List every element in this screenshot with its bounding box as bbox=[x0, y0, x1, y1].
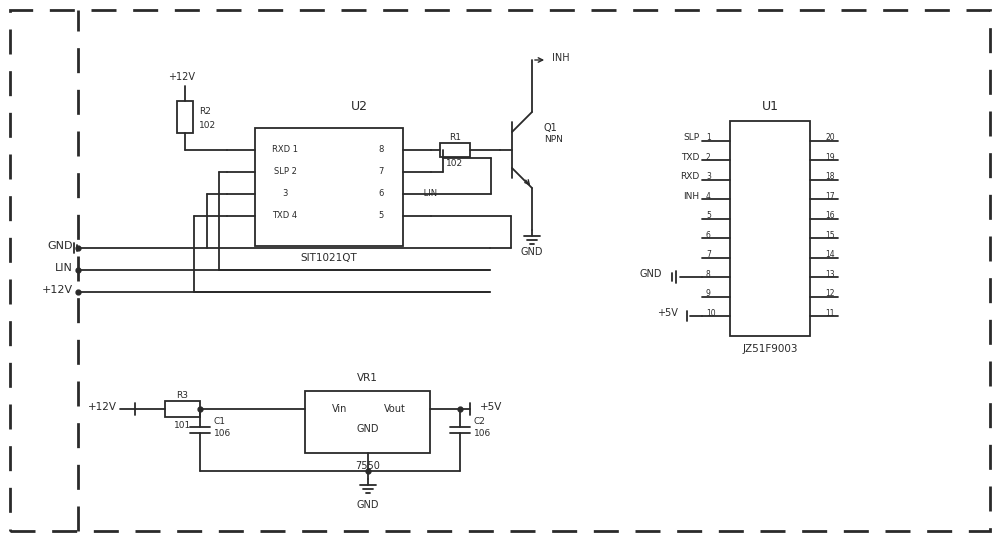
Text: 15: 15 bbox=[825, 231, 835, 240]
Text: SLP 2: SLP 2 bbox=[274, 167, 296, 175]
Text: LIN: LIN bbox=[55, 263, 73, 273]
Text: 3: 3 bbox=[706, 172, 711, 181]
Text: VR1: VR1 bbox=[357, 373, 378, 383]
Text: SIT1021QT: SIT1021QT bbox=[301, 253, 357, 263]
Text: +5V: +5V bbox=[657, 308, 678, 319]
Text: 8: 8 bbox=[378, 144, 384, 154]
Text: 7550: 7550 bbox=[355, 461, 380, 471]
Bar bbox=[440, 143, 470, 157]
Text: 7: 7 bbox=[706, 250, 711, 259]
Text: 6: 6 bbox=[706, 231, 711, 240]
Text: RXD 1: RXD 1 bbox=[272, 144, 298, 154]
Text: 102: 102 bbox=[446, 160, 464, 168]
Text: GND: GND bbox=[48, 241, 73, 251]
Text: 9: 9 bbox=[706, 289, 711, 299]
Text: SLP: SLP bbox=[683, 133, 699, 142]
Text: R1: R1 bbox=[449, 134, 461, 142]
Text: 102: 102 bbox=[199, 121, 216, 129]
Text: U1: U1 bbox=[762, 100, 778, 113]
Text: INH: INH bbox=[683, 192, 699, 201]
Text: 12: 12 bbox=[826, 289, 835, 299]
Text: C1: C1 bbox=[214, 417, 226, 426]
Text: INH: INH bbox=[552, 53, 570, 63]
Text: 5: 5 bbox=[378, 210, 384, 220]
Text: NPN: NPN bbox=[544, 135, 563, 144]
Text: LIN: LIN bbox=[421, 188, 437, 197]
Text: 11: 11 bbox=[826, 309, 835, 318]
Text: R3: R3 bbox=[176, 391, 188, 399]
Text: 6: 6 bbox=[378, 188, 384, 197]
Text: JZ51F9003: JZ51F9003 bbox=[742, 344, 798, 354]
Text: +12V: +12V bbox=[42, 285, 73, 295]
Text: 19: 19 bbox=[825, 153, 835, 162]
Text: 101: 101 bbox=[174, 420, 191, 430]
Text: 3: 3 bbox=[282, 188, 288, 197]
Text: +12V: +12V bbox=[168, 72, 196, 82]
Text: +5V: +5V bbox=[480, 402, 502, 412]
Text: U2: U2 bbox=[351, 100, 368, 113]
Text: R2: R2 bbox=[199, 107, 211, 115]
Text: Q1: Q1 bbox=[544, 123, 558, 133]
Text: TXD: TXD bbox=[681, 153, 699, 162]
Text: 16: 16 bbox=[825, 211, 835, 220]
Bar bbox=[305, 391, 430, 453]
Text: 7: 7 bbox=[378, 167, 384, 175]
Text: 1: 1 bbox=[706, 133, 711, 142]
Text: RXD: RXD bbox=[680, 172, 699, 181]
Text: GND: GND bbox=[356, 500, 379, 510]
Text: C2: C2 bbox=[474, 417, 486, 426]
Text: 8: 8 bbox=[706, 270, 711, 279]
Text: Vout: Vout bbox=[384, 404, 406, 414]
Text: +12V: +12V bbox=[88, 402, 117, 412]
Text: 20: 20 bbox=[825, 133, 835, 142]
Bar bbox=[730, 121, 810, 336]
Text: 106: 106 bbox=[474, 428, 491, 438]
Text: 17: 17 bbox=[825, 192, 835, 201]
Bar bbox=[177, 101, 193, 133]
Text: 2: 2 bbox=[706, 153, 711, 162]
Text: 18: 18 bbox=[826, 172, 835, 181]
Text: TXD 4: TXD 4 bbox=[272, 210, 298, 220]
Text: GND: GND bbox=[521, 247, 543, 257]
Bar bbox=[165, 401, 200, 417]
Text: 106: 106 bbox=[214, 428, 231, 438]
Text: 4: 4 bbox=[706, 192, 711, 201]
Text: GND: GND bbox=[640, 269, 662, 279]
Bar bbox=[255, 128, 403, 246]
Text: 14: 14 bbox=[825, 250, 835, 259]
Text: GND: GND bbox=[356, 424, 379, 434]
Text: 10: 10 bbox=[706, 309, 716, 318]
Text: 5: 5 bbox=[706, 211, 711, 220]
Text: 13: 13 bbox=[825, 270, 835, 279]
Text: Vin: Vin bbox=[332, 404, 348, 414]
